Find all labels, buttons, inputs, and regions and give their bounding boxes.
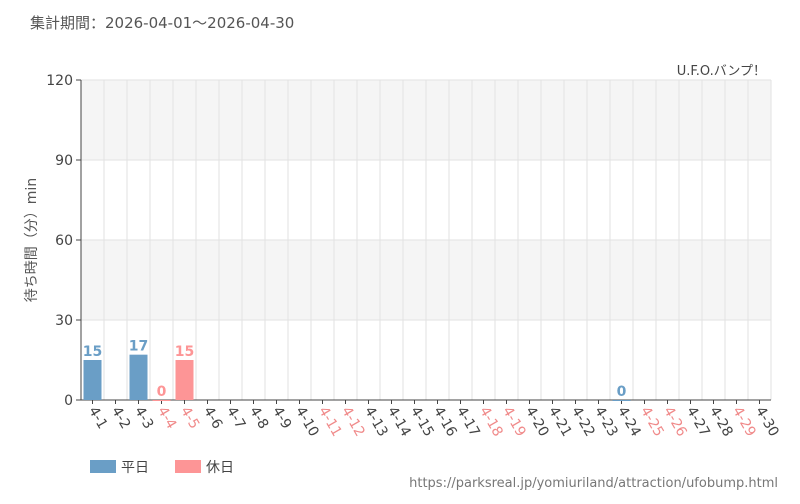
x-tick-label: 4-24 xyxy=(614,404,644,440)
x-tick-label: 4-19 xyxy=(499,404,529,440)
x-tick-label: 4-17 xyxy=(453,404,483,440)
y-tick-label: 120 xyxy=(46,73,73,89)
x-tick-label: 4-13 xyxy=(361,404,391,440)
chart-title: 集計期間：2026-04-01～2026-04-30 xyxy=(30,14,294,32)
source-url: https://parksreal.jp/yomiuriland/attract… xyxy=(409,476,778,491)
x-tick-label: 4-6 xyxy=(200,404,225,432)
x-tick-label: 4-7 xyxy=(223,404,248,432)
x-tick-label: 4-4 xyxy=(154,404,179,432)
bar xyxy=(175,360,194,400)
y-tick-label: 60 xyxy=(55,233,73,249)
legend-label: 休日 xyxy=(206,460,234,476)
x-tick-label: 4-2 xyxy=(108,404,133,432)
y-tick-label: 0 xyxy=(64,393,73,409)
x-tick-label: 4-22 xyxy=(568,404,598,440)
x-tick-label: 4-14 xyxy=(384,404,414,440)
y-tick-label: 30 xyxy=(55,313,73,329)
x-tick-label: 4-25 xyxy=(637,404,667,440)
x-tick-label: 4-16 xyxy=(430,404,460,440)
x-tick-label: 4-9 xyxy=(269,404,294,432)
x-tick-label: 4-5 xyxy=(177,404,202,432)
value-label: 15 xyxy=(83,344,102,360)
legend-label: 平日 xyxy=(121,460,149,476)
legend-swatch xyxy=(90,460,116,473)
x-tick-label: 4-8 xyxy=(246,404,271,432)
bar xyxy=(612,400,631,401)
chart-subtitle: U.F.O.バンプ！ xyxy=(677,64,766,79)
x-tick-label: 4-3 xyxy=(131,404,156,432)
x-tick-label: 4-1 xyxy=(85,404,110,432)
x-tick-label: 4-18 xyxy=(476,404,506,440)
x-tick-label: 4-11 xyxy=(315,404,345,440)
value-label: 0 xyxy=(617,384,627,400)
bar xyxy=(129,354,148,400)
x-tick-label: 4-26 xyxy=(660,404,690,440)
x-tick-label: 4-15 xyxy=(407,404,437,440)
x-tick-label: 4-12 xyxy=(338,404,368,440)
value-label: 0 xyxy=(157,384,167,400)
x-tick-label: 4-28 xyxy=(706,404,736,440)
bar xyxy=(83,360,102,400)
x-tick-label: 4-21 xyxy=(545,404,575,440)
x-tick-label: 4-27 xyxy=(683,404,713,440)
x-tick-label: 4-20 xyxy=(522,404,552,440)
x-tick-label: 4-10 xyxy=(292,404,322,440)
x-tick-label: 4-23 xyxy=(591,404,621,440)
x-tick-label: 4-30 xyxy=(752,404,782,440)
value-label: 15 xyxy=(175,344,194,360)
bar xyxy=(152,400,171,401)
x-tick-label: 4-29 xyxy=(729,404,759,440)
legend-swatch xyxy=(175,460,201,473)
y-axis-label: 待ち時間（分）min xyxy=(24,178,40,302)
value-label: 17 xyxy=(129,339,148,355)
y-tick-label: 90 xyxy=(55,153,73,169)
